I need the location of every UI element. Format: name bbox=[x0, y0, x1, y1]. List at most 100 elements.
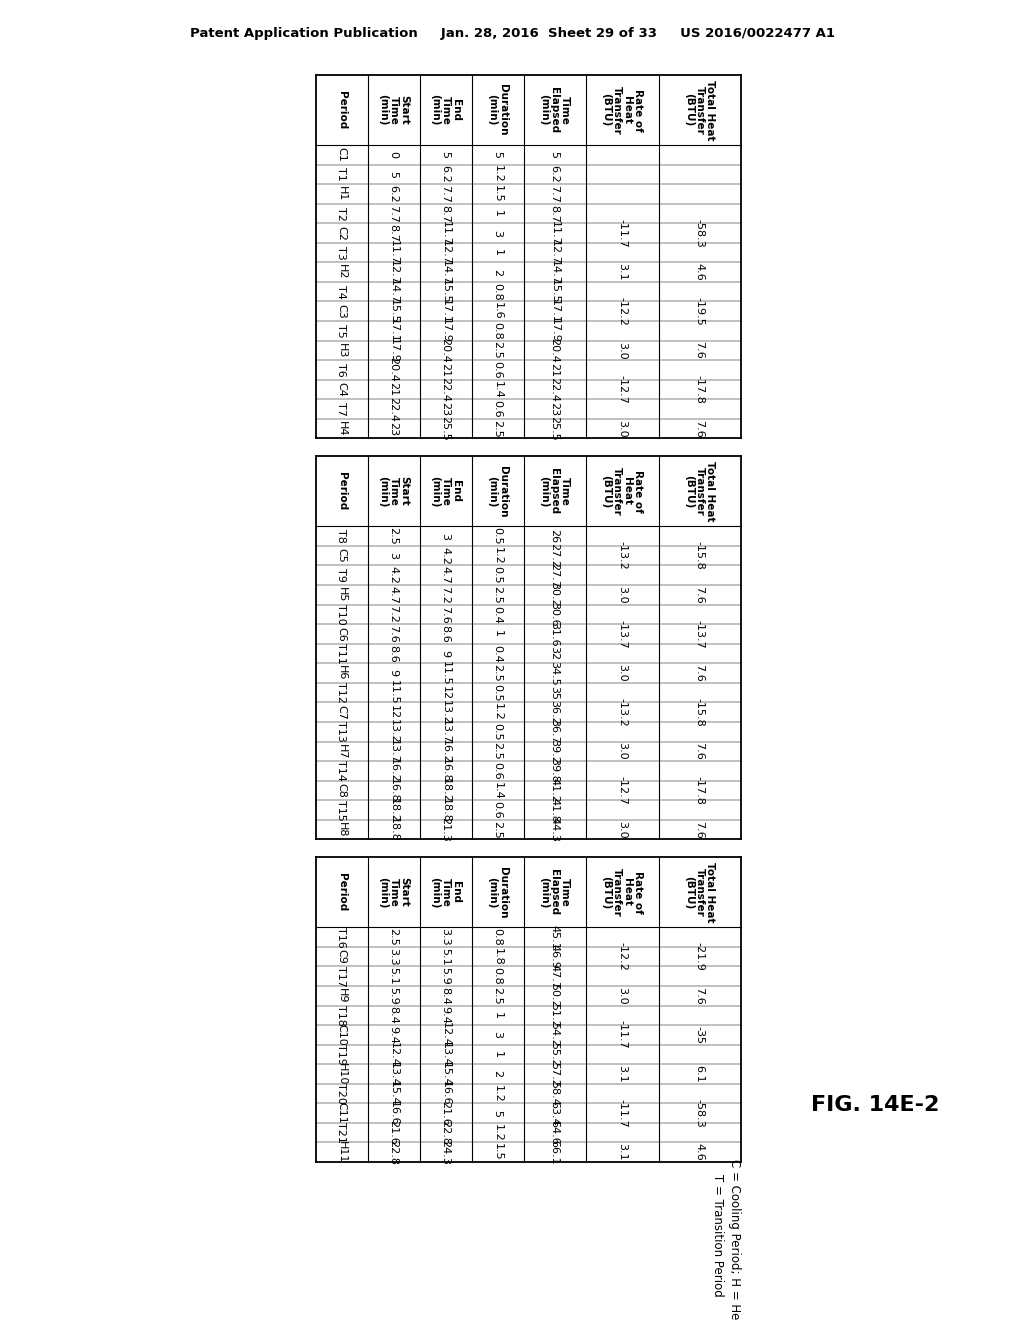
Text: 45.1: 45.1 bbox=[550, 925, 559, 949]
Text: 2: 2 bbox=[493, 1071, 503, 1077]
Text: 16.6: 16.6 bbox=[388, 1101, 398, 1126]
Text: 9.4: 9.4 bbox=[388, 1026, 398, 1044]
Text: 20.4: 20.4 bbox=[550, 338, 559, 363]
Text: T6: T6 bbox=[337, 363, 346, 376]
Text: 8.4: 8.4 bbox=[440, 987, 451, 1005]
Text: Total Heat
Transfer
(BTU): Total Heat Transfer (BTU) bbox=[684, 79, 716, 140]
Text: 7.6: 7.6 bbox=[694, 420, 705, 437]
Text: 20.4: 20.4 bbox=[388, 358, 398, 383]
Text: 22.8: 22.8 bbox=[440, 1121, 451, 1146]
Text: Rate of
Heat
Transfer
(BTU): Rate of Heat Transfer (BTU) bbox=[601, 86, 643, 135]
Text: 6.1: 6.1 bbox=[694, 1065, 705, 1082]
Text: C10: C10 bbox=[337, 1024, 346, 1045]
Text: 36.7: 36.7 bbox=[550, 719, 559, 744]
Text: -11.7: -11.7 bbox=[617, 219, 627, 247]
Text: Time
Elapsed
(min): Time Elapsed (min) bbox=[539, 870, 570, 915]
Text: Duration
(min): Duration (min) bbox=[487, 84, 508, 136]
Text: 1.2: 1.2 bbox=[493, 1123, 503, 1142]
Text: 7.6: 7.6 bbox=[694, 821, 705, 838]
Text: Rate of
Heat
Transfer
(BTU): Rate of Heat Transfer (BTU) bbox=[601, 869, 643, 916]
Text: T5: T5 bbox=[337, 323, 346, 338]
Text: 5: 5 bbox=[550, 152, 559, 158]
Text: 17.1: 17.1 bbox=[388, 318, 398, 343]
Text: C2: C2 bbox=[337, 226, 346, 240]
Text: -11.7: -11.7 bbox=[617, 1098, 627, 1127]
Text: 25.5: 25.5 bbox=[550, 416, 559, 441]
Text: H8: H8 bbox=[337, 822, 346, 837]
Text: 7.2: 7.2 bbox=[388, 606, 398, 623]
Text: 4.7: 4.7 bbox=[388, 586, 398, 603]
Text: 0.5: 0.5 bbox=[493, 527, 503, 545]
Text: Rate of
Heat
Transfer
(BTU): Rate of Heat Transfer (BTU) bbox=[601, 467, 643, 516]
Text: 3.0: 3.0 bbox=[617, 987, 627, 1005]
Text: 22.8: 22.8 bbox=[388, 1139, 398, 1164]
Text: 12: 12 bbox=[388, 705, 398, 719]
Text: 50.2: 50.2 bbox=[550, 983, 559, 1008]
Text: 5: 5 bbox=[440, 152, 451, 158]
Text: 30.6: 30.6 bbox=[550, 602, 559, 627]
Text: 55.2: 55.2 bbox=[550, 1041, 559, 1067]
Text: 1.8: 1.8 bbox=[493, 948, 503, 965]
Text: 18.2: 18.2 bbox=[440, 777, 451, 803]
Text: 23: 23 bbox=[440, 403, 451, 416]
Text: C7: C7 bbox=[337, 705, 346, 719]
Text: 41.2: 41.2 bbox=[550, 777, 559, 803]
Text: 13.2: 13.2 bbox=[388, 719, 398, 744]
Text: Start
Time
(min): Start Time (min) bbox=[378, 876, 410, 908]
Text: H5: H5 bbox=[337, 587, 346, 602]
Text: 1: 1 bbox=[493, 1012, 503, 1019]
Text: 25.5: 25.5 bbox=[440, 416, 451, 441]
Text: H11: H11 bbox=[337, 1140, 346, 1163]
Text: 2.5: 2.5 bbox=[493, 987, 503, 1005]
Text: Time
Elapsed
(min): Time Elapsed (min) bbox=[539, 87, 570, 133]
Text: 4.6: 4.6 bbox=[694, 263, 705, 281]
Text: -58.3: -58.3 bbox=[694, 219, 705, 247]
Text: T10: T10 bbox=[337, 605, 346, 624]
Text: 3.3: 3.3 bbox=[440, 928, 451, 946]
Text: 34.5: 34.5 bbox=[550, 661, 559, 685]
Text: 1: 1 bbox=[493, 1051, 503, 1057]
Text: T19: T19 bbox=[337, 1044, 346, 1065]
Text: 7.7: 7.7 bbox=[550, 185, 559, 203]
Text: 0.4: 0.4 bbox=[493, 644, 503, 663]
Text: T4: T4 bbox=[337, 285, 346, 298]
Text: 41.8: 41.8 bbox=[550, 797, 559, 822]
Text: 21: 21 bbox=[550, 363, 559, 378]
Text: 9: 9 bbox=[440, 649, 451, 657]
Text: 13.4: 13.4 bbox=[440, 1041, 451, 1067]
Text: 11.5: 11.5 bbox=[388, 680, 398, 705]
Text: 20.4: 20.4 bbox=[440, 338, 451, 363]
Text: 22.4: 22.4 bbox=[550, 378, 559, 403]
Text: 3.0: 3.0 bbox=[617, 742, 627, 760]
Text: 6.2: 6.2 bbox=[550, 165, 559, 183]
Text: -15.8: -15.8 bbox=[694, 541, 705, 570]
Text: 3: 3 bbox=[493, 1031, 503, 1039]
Text: 1.2: 1.2 bbox=[493, 165, 503, 183]
Text: FIG. 14E-2: FIG. 14E-2 bbox=[811, 1096, 939, 1115]
Text: 2.5: 2.5 bbox=[493, 342, 503, 359]
Text: 8.7: 8.7 bbox=[388, 224, 398, 242]
Text: T2: T2 bbox=[337, 206, 346, 220]
Text: C8: C8 bbox=[337, 783, 346, 797]
Text: 21.6: 21.6 bbox=[440, 1101, 451, 1126]
Text: 0.6: 0.6 bbox=[493, 762, 503, 780]
Text: 8.7: 8.7 bbox=[550, 205, 559, 222]
Text: 1.4: 1.4 bbox=[493, 380, 503, 399]
Text: 1: 1 bbox=[493, 631, 503, 638]
Text: 1: 1 bbox=[493, 249, 503, 256]
Text: -19.5: -19.5 bbox=[694, 297, 705, 326]
Text: 13.7: 13.7 bbox=[440, 719, 451, 744]
Text: 36.2: 36.2 bbox=[550, 700, 559, 725]
Text: 7.6: 7.6 bbox=[694, 987, 705, 1005]
Text: 3.0: 3.0 bbox=[617, 342, 627, 359]
Text: -11.7: -11.7 bbox=[617, 1020, 627, 1049]
Text: 13.2: 13.2 bbox=[440, 700, 451, 725]
Text: 5.1: 5.1 bbox=[440, 948, 451, 965]
Text: 0.5: 0.5 bbox=[493, 684, 503, 701]
Text: 51.2: 51.2 bbox=[550, 1003, 559, 1028]
Text: -21.9: -21.9 bbox=[694, 942, 705, 972]
Text: 12: 12 bbox=[440, 685, 451, 700]
Text: 4.2: 4.2 bbox=[440, 546, 451, 565]
Text: 3.1: 3.1 bbox=[617, 1065, 627, 1082]
Text: T15: T15 bbox=[337, 800, 346, 820]
